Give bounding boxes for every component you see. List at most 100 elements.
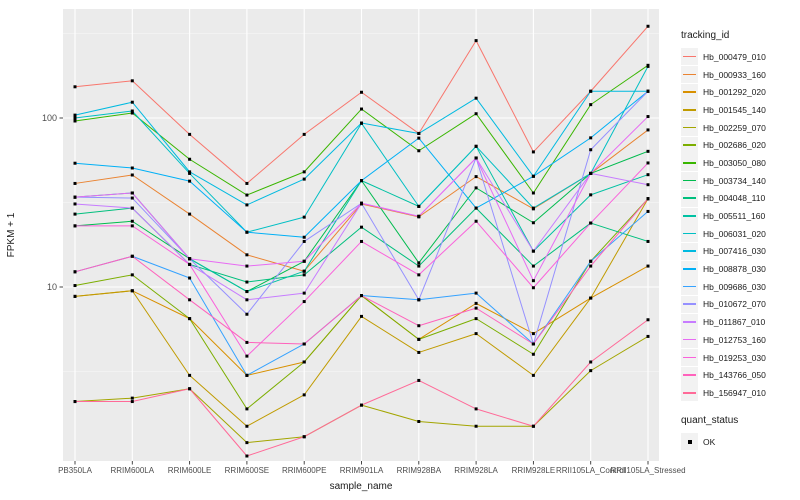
data-point: [73, 85, 77, 89]
data-point: [474, 39, 478, 43]
data-point: [417, 204, 421, 208]
legend-label: Hb_010672_070: [703, 299, 766, 310]
data-point: [130, 289, 134, 293]
data-point: [130, 191, 134, 195]
data-point: [130, 224, 134, 228]
data-point: [531, 174, 535, 178]
ok-key: [681, 433, 698, 451]
data-point: [646, 183, 650, 187]
legend-label: Hb_019253_030: [703, 352, 766, 363]
data-point: [589, 136, 593, 140]
data-point: [531, 191, 535, 195]
legend-label: Hb_006031_020: [703, 228, 766, 239]
legend-key: [681, 207, 698, 225]
data-point: [589, 264, 593, 268]
data-point: [417, 149, 421, 153]
y-tick-label: 100: [42, 113, 57, 123]
data-point: [360, 314, 363, 318]
data-point: [646, 128, 650, 132]
legend-item: Hb_004048_110: [681, 189, 799, 208]
legend-label: Hb_002259_070: [703, 122, 766, 133]
legend-key-line-icon: [683, 126, 696, 129]
data-point: [531, 286, 535, 290]
legend-key: [681, 384, 698, 402]
legend-key: [681, 278, 698, 296]
data-point: [474, 306, 478, 310]
data-point: [474, 175, 478, 179]
legend-item-ok: OK: [681, 433, 799, 451]
data-point: [302, 177, 306, 181]
data-point: [417, 324, 421, 328]
data-point: [188, 317, 192, 321]
legend-key-line-icon: [683, 356, 696, 359]
legend-key-line-icon: [683, 391, 696, 394]
data-point: [302, 259, 306, 263]
legend-key: [681, 225, 698, 243]
data-point: [589, 259, 593, 263]
data-point: [245, 230, 249, 234]
legend-key: [681, 189, 698, 207]
legend-key: [681, 172, 698, 190]
legend-item: Hb_156947_010: [681, 384, 799, 402]
data-point: [417, 298, 421, 302]
data-point: [245, 280, 249, 284]
legend-item: Hb_006031_020: [681, 225, 799, 243]
legend-key-line-icon: [683, 232, 696, 235]
legend-item: Hb_000479_010: [681, 48, 799, 66]
data-point: [73, 161, 77, 165]
data-point: [302, 239, 306, 243]
legend-key-line-icon: [683, 303, 696, 306]
data-point: [302, 393, 306, 397]
data-point: [589, 193, 593, 197]
data-point: [531, 249, 535, 253]
quant-status-block: quant_status OK: [681, 415, 799, 451]
data-point: [589, 360, 593, 364]
legend-label: Hb_000479_010: [703, 51, 766, 62]
legend-item: Hb_008878_030: [681, 260, 799, 278]
data-point: [188, 170, 192, 174]
data-point: [531, 352, 535, 356]
data-point: [130, 400, 134, 404]
legend-label: Hb_011867_010: [703, 317, 766, 328]
y-tick-label: 10: [47, 282, 57, 292]
legend-label: Hb_012753_160: [703, 334, 766, 345]
legend-item: Hb_002259_070: [681, 119, 799, 137]
data-point: [589, 103, 593, 107]
data-point: [245, 290, 249, 294]
data-point: [245, 203, 249, 207]
data-point: [417, 214, 421, 218]
x-tick-label: RRIM600LA: [111, 466, 155, 475]
data-point: [474, 186, 478, 190]
data-point: [245, 340, 249, 344]
data-point: [360, 90, 363, 94]
data-point: [245, 454, 249, 458]
data-point: [73, 202, 77, 206]
data-point: [188, 262, 192, 266]
data-point: [474, 144, 478, 148]
data-point: [188, 157, 192, 161]
legend-tracking-title: tracking_id: [681, 30, 730, 41]
data-point: [73, 224, 77, 228]
data-point: [646, 64, 650, 68]
legend-key-line-icon: [683, 321, 696, 323]
legend-label: Hb_002686_020: [703, 140, 766, 151]
data-point: [73, 113, 77, 117]
data-point: [417, 420, 421, 424]
data-point: [130, 396, 134, 400]
data-point: [188, 276, 192, 280]
legend-key: [681, 101, 698, 119]
legend-items: Hb_000479_010 Hb_000933_160 Hb_001292_020 H…: [681, 48, 799, 402]
legend-label: Hb_004048_110: [703, 193, 766, 204]
data-point: [245, 181, 249, 185]
data-point: [531, 206, 535, 210]
legend-item: Hb_003734_140: [681, 172, 799, 190]
data-point: [474, 112, 478, 116]
legend-item: Hb_000933_160: [681, 66, 799, 84]
ok-square-icon: [687, 439, 692, 444]
legend-label: Hb_001545_140: [703, 104, 766, 115]
data-point: [417, 264, 421, 268]
legend-label: Hb_007416_030: [703, 246, 766, 257]
data-point: [417, 136, 421, 140]
legend-key-line-icon: [683, 179, 696, 182]
data-point: [360, 225, 363, 229]
